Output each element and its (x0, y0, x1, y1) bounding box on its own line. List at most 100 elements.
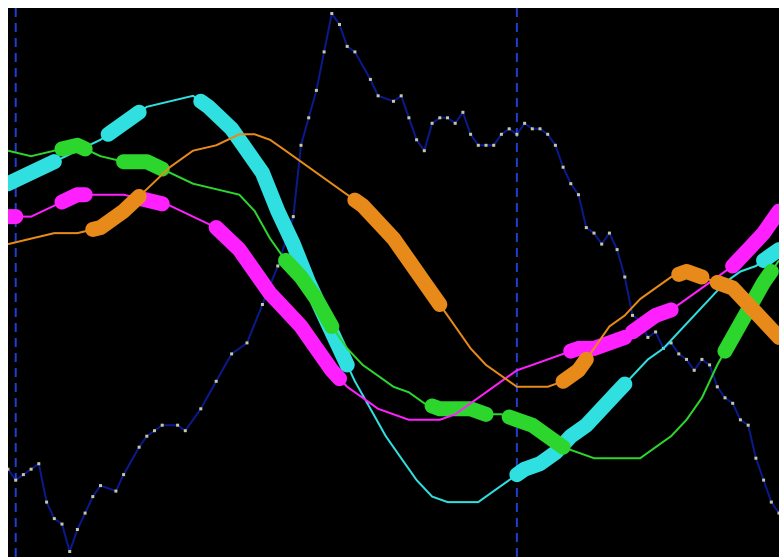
series-5-highlight-3 (555, 351, 594, 389)
series-1-point-43 (422, 149, 426, 153)
series-1-point-6 (45, 500, 49, 504)
series-4-highlight-7 (725, 203, 779, 274)
series-4 (8, 187, 779, 421)
series-1-point-82 (723, 396, 727, 400)
series-1-point-14 (114, 489, 118, 493)
series-1-point-32 (322, 50, 326, 54)
series-2-highlight-5 (756, 242, 779, 268)
series-1-point-1 (8, 467, 10, 471)
series-1-point-81 (715, 385, 719, 389)
series-1-point-85 (746, 423, 750, 427)
series-1-point-86 (754, 456, 758, 460)
series-1-point-84 (738, 418, 742, 422)
series-1-point-26 (260, 303, 264, 306)
series-1-point-72 (646, 335, 650, 339)
series-2-highlight-1 (8, 154, 62, 192)
series-1-point-30 (307, 116, 311, 120)
series-1-point-75 (669, 341, 673, 345)
series-4-highlight-4 (208, 220, 347, 387)
series-3-highlight-2 (116, 154, 170, 177)
series-2-line (8, 94, 779, 504)
series-1-point-45 (438, 116, 442, 120)
series-1-point-9 (68, 550, 72, 553)
series-1-point-48 (461, 110, 465, 114)
series-1-point-22 (199, 407, 203, 411)
series-1-point-58 (538, 127, 542, 131)
series-1-point-70 (631, 313, 634, 317)
series-1-point-80 (708, 363, 712, 367)
series-1-point-31 (314, 88, 318, 92)
series-1-point-37 (368, 77, 372, 81)
series-1-point-78 (692, 368, 696, 372)
series-1-point-55 (515, 132, 519, 136)
series-1-point-2 (14, 478, 18, 482)
series-1-point-68 (615, 248, 619, 252)
series-1-point-50 (476, 143, 480, 147)
series-1-point-16 (137, 445, 141, 449)
series-1-point-33 (330, 12, 334, 15)
series-1-point-3 (21, 473, 25, 477)
series-1-point-21 (183, 429, 187, 433)
plot-background (8, 8, 779, 557)
series-1-point-17 (145, 434, 149, 438)
series-1-point-19 (160, 423, 164, 427)
series-1-point-39 (392, 99, 395, 103)
series-1-point-54 (507, 127, 511, 131)
series-2-highlight-2 (100, 104, 147, 142)
series-5-highlight-4 (671, 264, 710, 285)
series-1-point-24 (230, 352, 234, 356)
series-1-point-20 (176, 423, 180, 427)
series-1-point-40 (399, 94, 403, 98)
series-1-point-64 (584, 226, 588, 230)
series-1-point-25 (245, 341, 249, 345)
series-1-point-44 (430, 121, 434, 125)
series-5 (8, 133, 779, 389)
series-1-point-18 (153, 429, 156, 433)
series-1-point-27 (276, 264, 280, 268)
series-1-point-60 (553, 143, 557, 147)
series-5-highlight-1 (85, 189, 147, 237)
series-1-point-35 (345, 44, 349, 48)
series-3-highlight-3 (278, 253, 340, 334)
series-4-highlight-2 (54, 187, 93, 210)
series-1-point-28 (291, 215, 295, 219)
series-1-point-51 (484, 143, 488, 147)
series-1-point-49 (469, 132, 473, 136)
series-4-highlight-6 (625, 302, 679, 340)
series-1-point-15 (122, 473, 126, 477)
series-1-point-5 (37, 462, 41, 466)
series-1-point-53 (499, 132, 503, 136)
series-1-point-29 (299, 143, 303, 147)
series-1-point-88 (769, 500, 773, 504)
series-1-point-76 (677, 352, 681, 356)
series-1-point-77 (685, 357, 688, 361)
series-1-point-59 (546, 132, 550, 136)
series-1-point-38 (376, 94, 380, 98)
series-1-point-47 (453, 121, 457, 125)
series-1-point-4 (29, 467, 33, 471)
series-3-highlight-1 (54, 137, 93, 157)
series-1-point-83 (731, 401, 735, 405)
series-1-point-7 (52, 517, 56, 521)
series-1-point-46 (446, 116, 449, 120)
series-1-point-57 (530, 127, 534, 131)
series-1-point-65 (592, 231, 596, 235)
series-3-highlight-5 (501, 409, 571, 455)
series-1-point-69 (623, 275, 627, 279)
series-5-highlight-5 (709, 275, 779, 345)
series-1-point-89 (777, 511, 779, 515)
series-1-point-67 (607, 231, 611, 235)
series-1-point-66 (600, 242, 604, 246)
series-1-point-62 (569, 182, 573, 186)
line-chart (8, 8, 779, 557)
series-1-point-13 (99, 484, 102, 488)
series-1-point-61 (561, 165, 565, 169)
series-1-point-87 (762, 478, 766, 482)
series-1-point-63 (577, 193, 580, 197)
series-1-point-41 (407, 116, 411, 120)
series-1-point-52 (492, 143, 496, 147)
series-1-point-23 (214, 379, 218, 383)
series-1-point-34 (338, 23, 341, 26)
series-1-point-10 (75, 528, 79, 531)
